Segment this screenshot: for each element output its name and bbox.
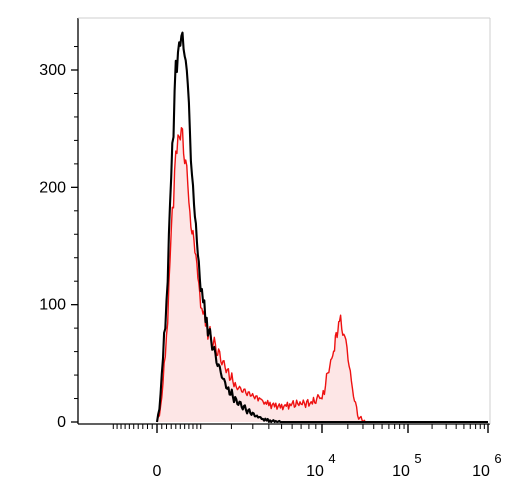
y-tick-label: 0 [57, 414, 66, 431]
x-tick-label-exponent: 4 [328, 451, 335, 466]
y-tick-label: 200 [39, 179, 66, 196]
axes-layer [77, 17, 491, 425]
x-tick-label: 0 [153, 463, 162, 480]
y-tick-label: 300 [39, 62, 66, 79]
x-tick-label-base: 10 [472, 463, 490, 480]
x-tick-label: 10 5 [392, 451, 422, 480]
x-tick-label-base: 10 [392, 463, 410, 480]
x-tick-label-exponent: 6 [494, 451, 501, 466]
ticks-layer [71, 46, 489, 433]
series-0-line [155, 31, 488, 424]
tick-labels-layer: 0 100 200 300 0 10 4 10 5 10 6 [39, 62, 501, 480]
y-tick-label: 100 [39, 297, 66, 314]
x-tick-label-exponent: 5 [414, 451, 421, 466]
series-1-area [157, 127, 488, 422]
x-tick-label-base: 0 [153, 463, 162, 480]
series-layer [155, 31, 488, 424]
x-tick-label: 10 4 [306, 451, 336, 480]
x-tick-label-base: 10 [306, 463, 324, 480]
x-tick-label: 10 6 [472, 451, 502, 480]
